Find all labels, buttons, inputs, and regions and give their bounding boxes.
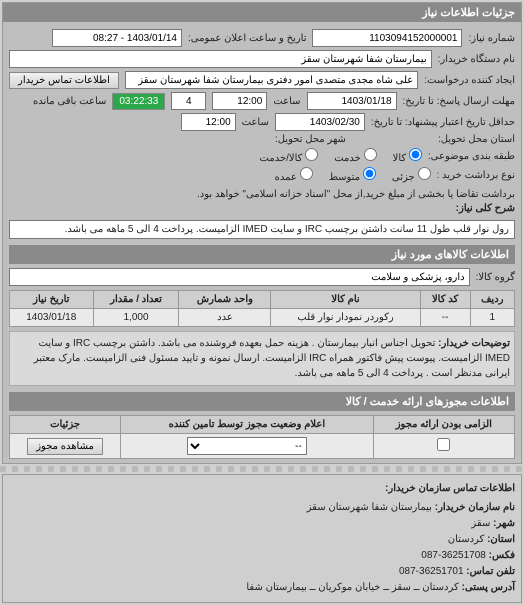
min-deadline-hour-field[interactable]	[181, 113, 236, 131]
countdown-badge: 03:22:33	[112, 93, 165, 110]
goods-section-title: اطلاعات کالاهای مورد نیاز	[9, 245, 515, 264]
contact-addr-value: کردستان ــ سقز ــ خیابان موکریان ــ بیما…	[246, 582, 458, 593]
cell-qty: 1,000	[93, 309, 179, 327]
creator-field[interactable]	[125, 71, 418, 89]
buytype-label: نوع برداشت خرید :	[437, 170, 516, 181]
panel-body: شماره نیاز: تاریخ و ساعت اعلان عمومی: نا…	[3, 22, 521, 463]
contact-org-label: نام سازمان خریدار:	[435, 502, 515, 513]
deadline-send-label: مهلت ارسال پاسخ: تا تاریخ:	[403, 96, 515, 107]
contact-phone-value: 36251701-087	[399, 566, 464, 577]
buytype-note: برداشت تقاضا یا بخشی از مبلغ خرید,از محل…	[9, 189, 515, 200]
contact-prov-label: استان:	[487, 534, 515, 545]
hour-label-2: ساعت	[242, 117, 269, 128]
divider	[0, 466, 524, 472]
pubdate-field[interactable]	[52, 29, 182, 47]
buytype-mid-radio[interactable]: متوسط	[329, 167, 376, 183]
perm-col-details: جزئیات	[10, 416, 121, 434]
goods-group-label: گروه کالا:	[476, 272, 515, 283]
pkg-label: طبقه بندی موضوعی:	[428, 151, 515, 162]
contact-fax-value: 36251708-087	[421, 550, 486, 561]
need-details-panel: جزئیات اطلاعات نیاز شماره نیاز: تاریخ و …	[2, 2, 522, 464]
perm-col-mandatory: الزامی بودن ارائه مجوز	[373, 416, 514, 434]
contact-phone-label: تلفن تماس:	[466, 566, 515, 577]
buyer-name-field[interactable]	[9, 50, 432, 68]
cell-date: 1403/01/18	[10, 309, 94, 327]
deadline-days-field[interactable]	[171, 92, 206, 110]
min-deadline-date-field[interactable]	[275, 113, 365, 131]
delivery-city-label: شهر محل تحویل:	[275, 134, 346, 145]
perm-col-status: اعلام وضعیت مجوز توسط تامین کننده	[121, 416, 374, 434]
deadline-date-field[interactable]	[307, 92, 397, 110]
buyer-note-label: توضیحات خریدار:	[438, 338, 510, 349]
buyer-contact-button[interactable]: اطلاعات تماس خریدار	[9, 72, 119, 89]
hour-label-1: ساعت	[273, 96, 300, 107]
permits-section-title: اطلاعات مجوزهای ارائه خدمت / کالا	[9, 392, 515, 411]
pkg-service-radio[interactable]: خدمت	[334, 148, 376, 164]
req-no-label: شماره نیاز:	[468, 33, 515, 44]
pubdate-label: تاریخ و ساعت اعلان عمومی:	[188, 33, 307, 44]
col-unit: واحد شمارش	[179, 291, 271, 309]
panel-title: جزئیات اطلاعات نیاز	[3, 3, 521, 22]
contact-city-label: شهر:	[493, 518, 515, 529]
min-deadline-label: حداقل تاریخ اعتبار پیشنهاد: تا تاریخ:	[371, 117, 515, 128]
buyer-note-box: توضیحات خریدار: تحویل اجناس انبار بیمارس…	[9, 331, 515, 386]
cell-code: --	[420, 309, 470, 327]
perm-mandatory-checkbox[interactable]	[437, 438, 450, 451]
buyer-contact-panel: اطلاعات تماس سازمان خریدار: نام سازمان خ…	[2, 474, 522, 603]
goods-table-header-row: ردیف کد کالا نام کالا واحد شمارش تعداد /…	[10, 291, 515, 309]
col-date: تاریخ نیاز	[10, 291, 94, 309]
cell-unit: عدد	[179, 309, 271, 327]
table-row[interactable]: 1 -- رکوردر نمودار نوار قلب عدد 1,000 14…	[10, 309, 515, 327]
pkg-goods-radio[interactable]: کالا	[393, 148, 422, 164]
buytype-low-radio[interactable]: جزئی	[392, 167, 431, 183]
buyer-name-label: نام دستگاه خریدار:	[438, 54, 515, 65]
contact-org-value: بیمارستان شفا شهرستان سقز	[307, 502, 432, 513]
cell-name: رکوردر نمودار نوار قلب	[271, 309, 420, 327]
col-name: نام کالا	[271, 291, 420, 309]
permits-header-row: الزامی بودن ارائه مجوز اعلام وضعیت مجوز …	[10, 416, 515, 434]
col-code: کد کالا	[420, 291, 470, 309]
perm-status-select[interactable]: --	[187, 437, 307, 455]
cell-idx: 1	[470, 309, 514, 327]
desc-field: رول نوار قلب طول 11 سانت داشتن برچسب IRC…	[9, 220, 515, 239]
contact-prov-value: کردستان	[448, 534, 485, 545]
permits-table: الزامی بودن ارائه مجوز اعلام وضعیت مجوز …	[9, 415, 515, 459]
deadline-hour-field[interactable]	[212, 92, 267, 110]
pkg-both-radio[interactable]: کالا/خدمت	[260, 148, 319, 164]
creator-label: ایجاد کننده درخواست:	[424, 75, 515, 86]
goods-table: ردیف کد کالا نام کالا واحد شمارش تعداد /…	[9, 290, 515, 327]
col-idx: ردیف	[470, 291, 514, 309]
contact-title: اطلاعات تماس سازمان خریدار:	[9, 481, 515, 497]
buytype-high-radio[interactable]: عمده	[275, 167, 313, 183]
contact-city-value: سقز	[471, 518, 490, 529]
delivery-state-label: استان محل تحویل:	[438, 134, 515, 145]
view-permit-button[interactable]: مشاهده مجوز	[27, 438, 103, 455]
contact-addr-label: آدرس پستی:	[462, 582, 515, 593]
goods-group-field[interactable]	[9, 268, 470, 286]
col-qty: تعداد / مقدار	[93, 291, 179, 309]
table-row: -- مشاهده مجوز	[10, 434, 515, 459]
contact-fax-label: فکس:	[489, 550, 515, 561]
remain-label: ساعت باقی مانده	[33, 96, 106, 107]
req-no-field[interactable]	[312, 29, 462, 47]
desc-label: شرح کلی نیاز:	[456, 203, 515, 214]
